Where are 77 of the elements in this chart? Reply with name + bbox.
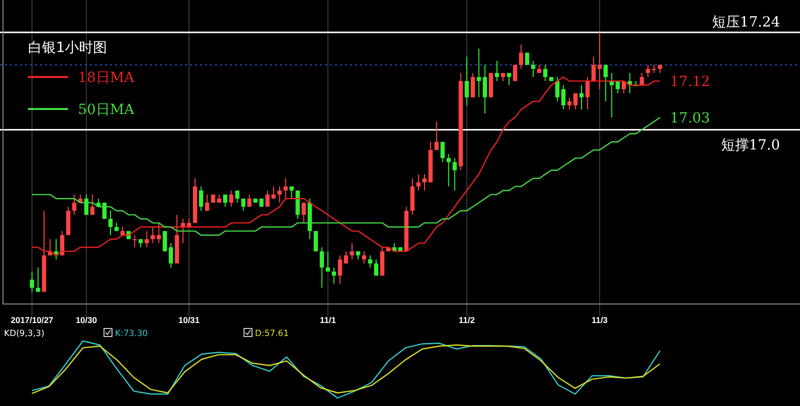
candlestick bbox=[271, 186, 276, 200]
candlestick bbox=[646, 64, 650, 78]
candlestick bbox=[265, 190, 270, 208]
x-tick-label: 11/3 bbox=[592, 315, 608, 326]
candlestick bbox=[531, 60, 536, 78]
legend-label: 50日MA bbox=[78, 102, 136, 118]
candlestick bbox=[90, 194, 94, 216]
candlestick bbox=[326, 250, 330, 272]
candlestick bbox=[482, 64, 487, 114]
candlestick bbox=[84, 194, 88, 216]
candlestick bbox=[314, 230, 318, 252]
candlestick bbox=[422, 174, 427, 192]
candlestick bbox=[579, 84, 584, 110]
candlestick bbox=[368, 254, 372, 268]
candlestick bbox=[452, 158, 457, 192]
candlestick bbox=[344, 250, 348, 264]
candlestick bbox=[585, 76, 590, 110]
candlestick bbox=[36, 267, 40, 292]
candlestick bbox=[506, 72, 512, 86]
candlestick bbox=[284, 178, 288, 200]
candlestick bbox=[622, 80, 626, 94]
candlestick bbox=[247, 194, 252, 208]
candlestick bbox=[277, 186, 282, 204]
candlestick bbox=[604, 64, 608, 102]
x-tick-label: 11/1 bbox=[320, 315, 336, 326]
candlestick bbox=[168, 242, 173, 268]
candlestick bbox=[30, 271, 34, 292]
candlestick bbox=[332, 267, 336, 284]
text: 白银1小时图 bbox=[28, 40, 107, 56]
candlestick bbox=[108, 210, 113, 236]
candlestick bbox=[162, 230, 167, 252]
candlestick bbox=[434, 121, 439, 150]
candlestick bbox=[320, 246, 324, 288]
candlestick bbox=[519, 44, 524, 70]
candlestick bbox=[229, 190, 234, 208]
candlestick bbox=[72, 194, 76, 216]
chart-title: KD(9,3,3) bbox=[4, 329, 44, 339]
candlestick bbox=[374, 258, 378, 276]
candlestick bbox=[470, 72, 475, 98]
candlestick bbox=[464, 56, 469, 106]
text: 17.03 bbox=[670, 110, 710, 127]
text: D:57.61 bbox=[255, 329, 289, 339]
candlestick bbox=[446, 154, 451, 187]
candlestick bbox=[598, 32, 602, 90]
candlestick bbox=[205, 194, 210, 212]
candlestick bbox=[543, 64, 548, 82]
candlestick bbox=[235, 190, 240, 204]
candlestick bbox=[241, 198, 246, 212]
candlestick bbox=[223, 194, 228, 208]
x-tick-label: 10/31 bbox=[178, 315, 200, 326]
candlestick bbox=[591, 56, 596, 82]
candlestick bbox=[132, 234, 137, 248]
x-tick-label: 2017/10/27 bbox=[10, 315, 54, 326]
candlestick bbox=[567, 96, 572, 110]
candlestick bbox=[60, 230, 64, 256]
text: 17.12 bbox=[670, 74, 710, 90]
candlestick bbox=[555, 76, 560, 102]
candlestick bbox=[144, 230, 149, 248]
x-tick-label: 10/30 bbox=[76, 315, 98, 326]
candlestick bbox=[561, 84, 566, 110]
candlestick bbox=[338, 254, 342, 284]
candlestick bbox=[362, 250, 366, 264]
candlestick bbox=[290, 186, 294, 200]
candlestick bbox=[525, 52, 530, 66]
legend-label: 18日MA bbox=[78, 70, 136, 86]
candlestick bbox=[573, 92, 578, 110]
candlestick bbox=[198, 186, 204, 212]
candlestick bbox=[476, 48, 481, 98]
candlestick bbox=[440, 141, 445, 163]
series-label: K:73.30 bbox=[115, 329, 148, 339]
ref-line-label: 短压17.24 bbox=[712, 14, 780, 30]
candlestick bbox=[494, 60, 500, 82]
candlestick bbox=[302, 202, 306, 224]
ref-line-label: 短撑17.0 bbox=[720, 138, 780, 154]
candlestick bbox=[416, 174, 421, 192]
x-tick-label: 11/2 bbox=[458, 315, 476, 326]
candlestick bbox=[350, 242, 354, 260]
